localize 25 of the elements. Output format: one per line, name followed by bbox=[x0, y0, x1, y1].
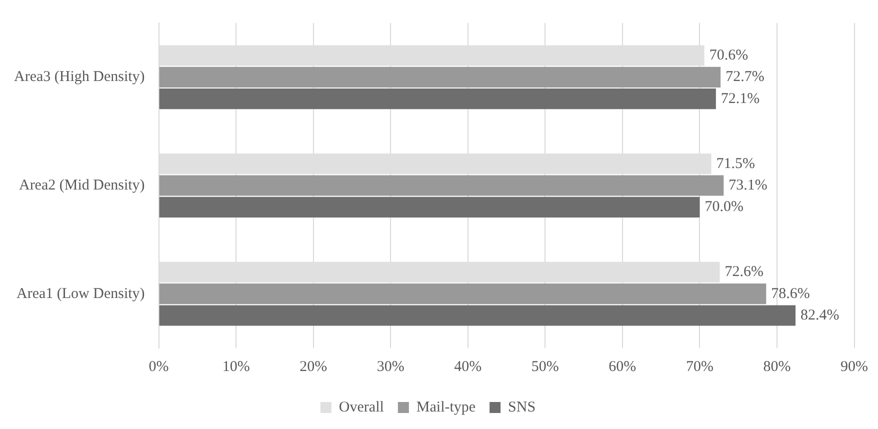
y-tick-label: Area2 (Mid Density) bbox=[18, 177, 145, 194]
data-label: 70.6% bbox=[709, 47, 748, 64]
data-label: 82.4% bbox=[800, 307, 840, 324]
x-tick-label: 70% bbox=[686, 358, 714, 375]
data-label: 70.0% bbox=[704, 199, 744, 216]
x-tick-label: 10% bbox=[222, 358, 250, 375]
data-label: 72.7% bbox=[726, 69, 764, 86]
x-tick-label: 50% bbox=[531, 358, 559, 375]
legend-label: Mail-type bbox=[416, 399, 476, 416]
x-tick-label: 40% bbox=[454, 358, 482, 375]
legend-label: Overall bbox=[338, 399, 384, 416]
data-label: 72.1% bbox=[720, 90, 760, 107]
data-label: 72.6% bbox=[724, 264, 764, 280]
x-tick-label: 90% bbox=[840, 358, 868, 375]
data-label: 73.1% bbox=[728, 177, 768, 194]
data-label: 78.6% bbox=[771, 286, 810, 302]
y-tick-label: Area1 (Low Density) bbox=[16, 286, 145, 302]
x-tick-label: 80% bbox=[763, 358, 791, 375]
y-tick-label: Area3 (High Density) bbox=[14, 69, 145, 86]
data-label: 71.5% bbox=[716, 156, 756, 172]
x-tick-label: 20% bbox=[300, 358, 328, 375]
x-tick-label: 0% bbox=[148, 358, 169, 375]
legend-label: SNS bbox=[508, 399, 536, 416]
x-tick-label: 60% bbox=[608, 358, 636, 375]
x-tick-label: 30% bbox=[376, 358, 404, 375]
